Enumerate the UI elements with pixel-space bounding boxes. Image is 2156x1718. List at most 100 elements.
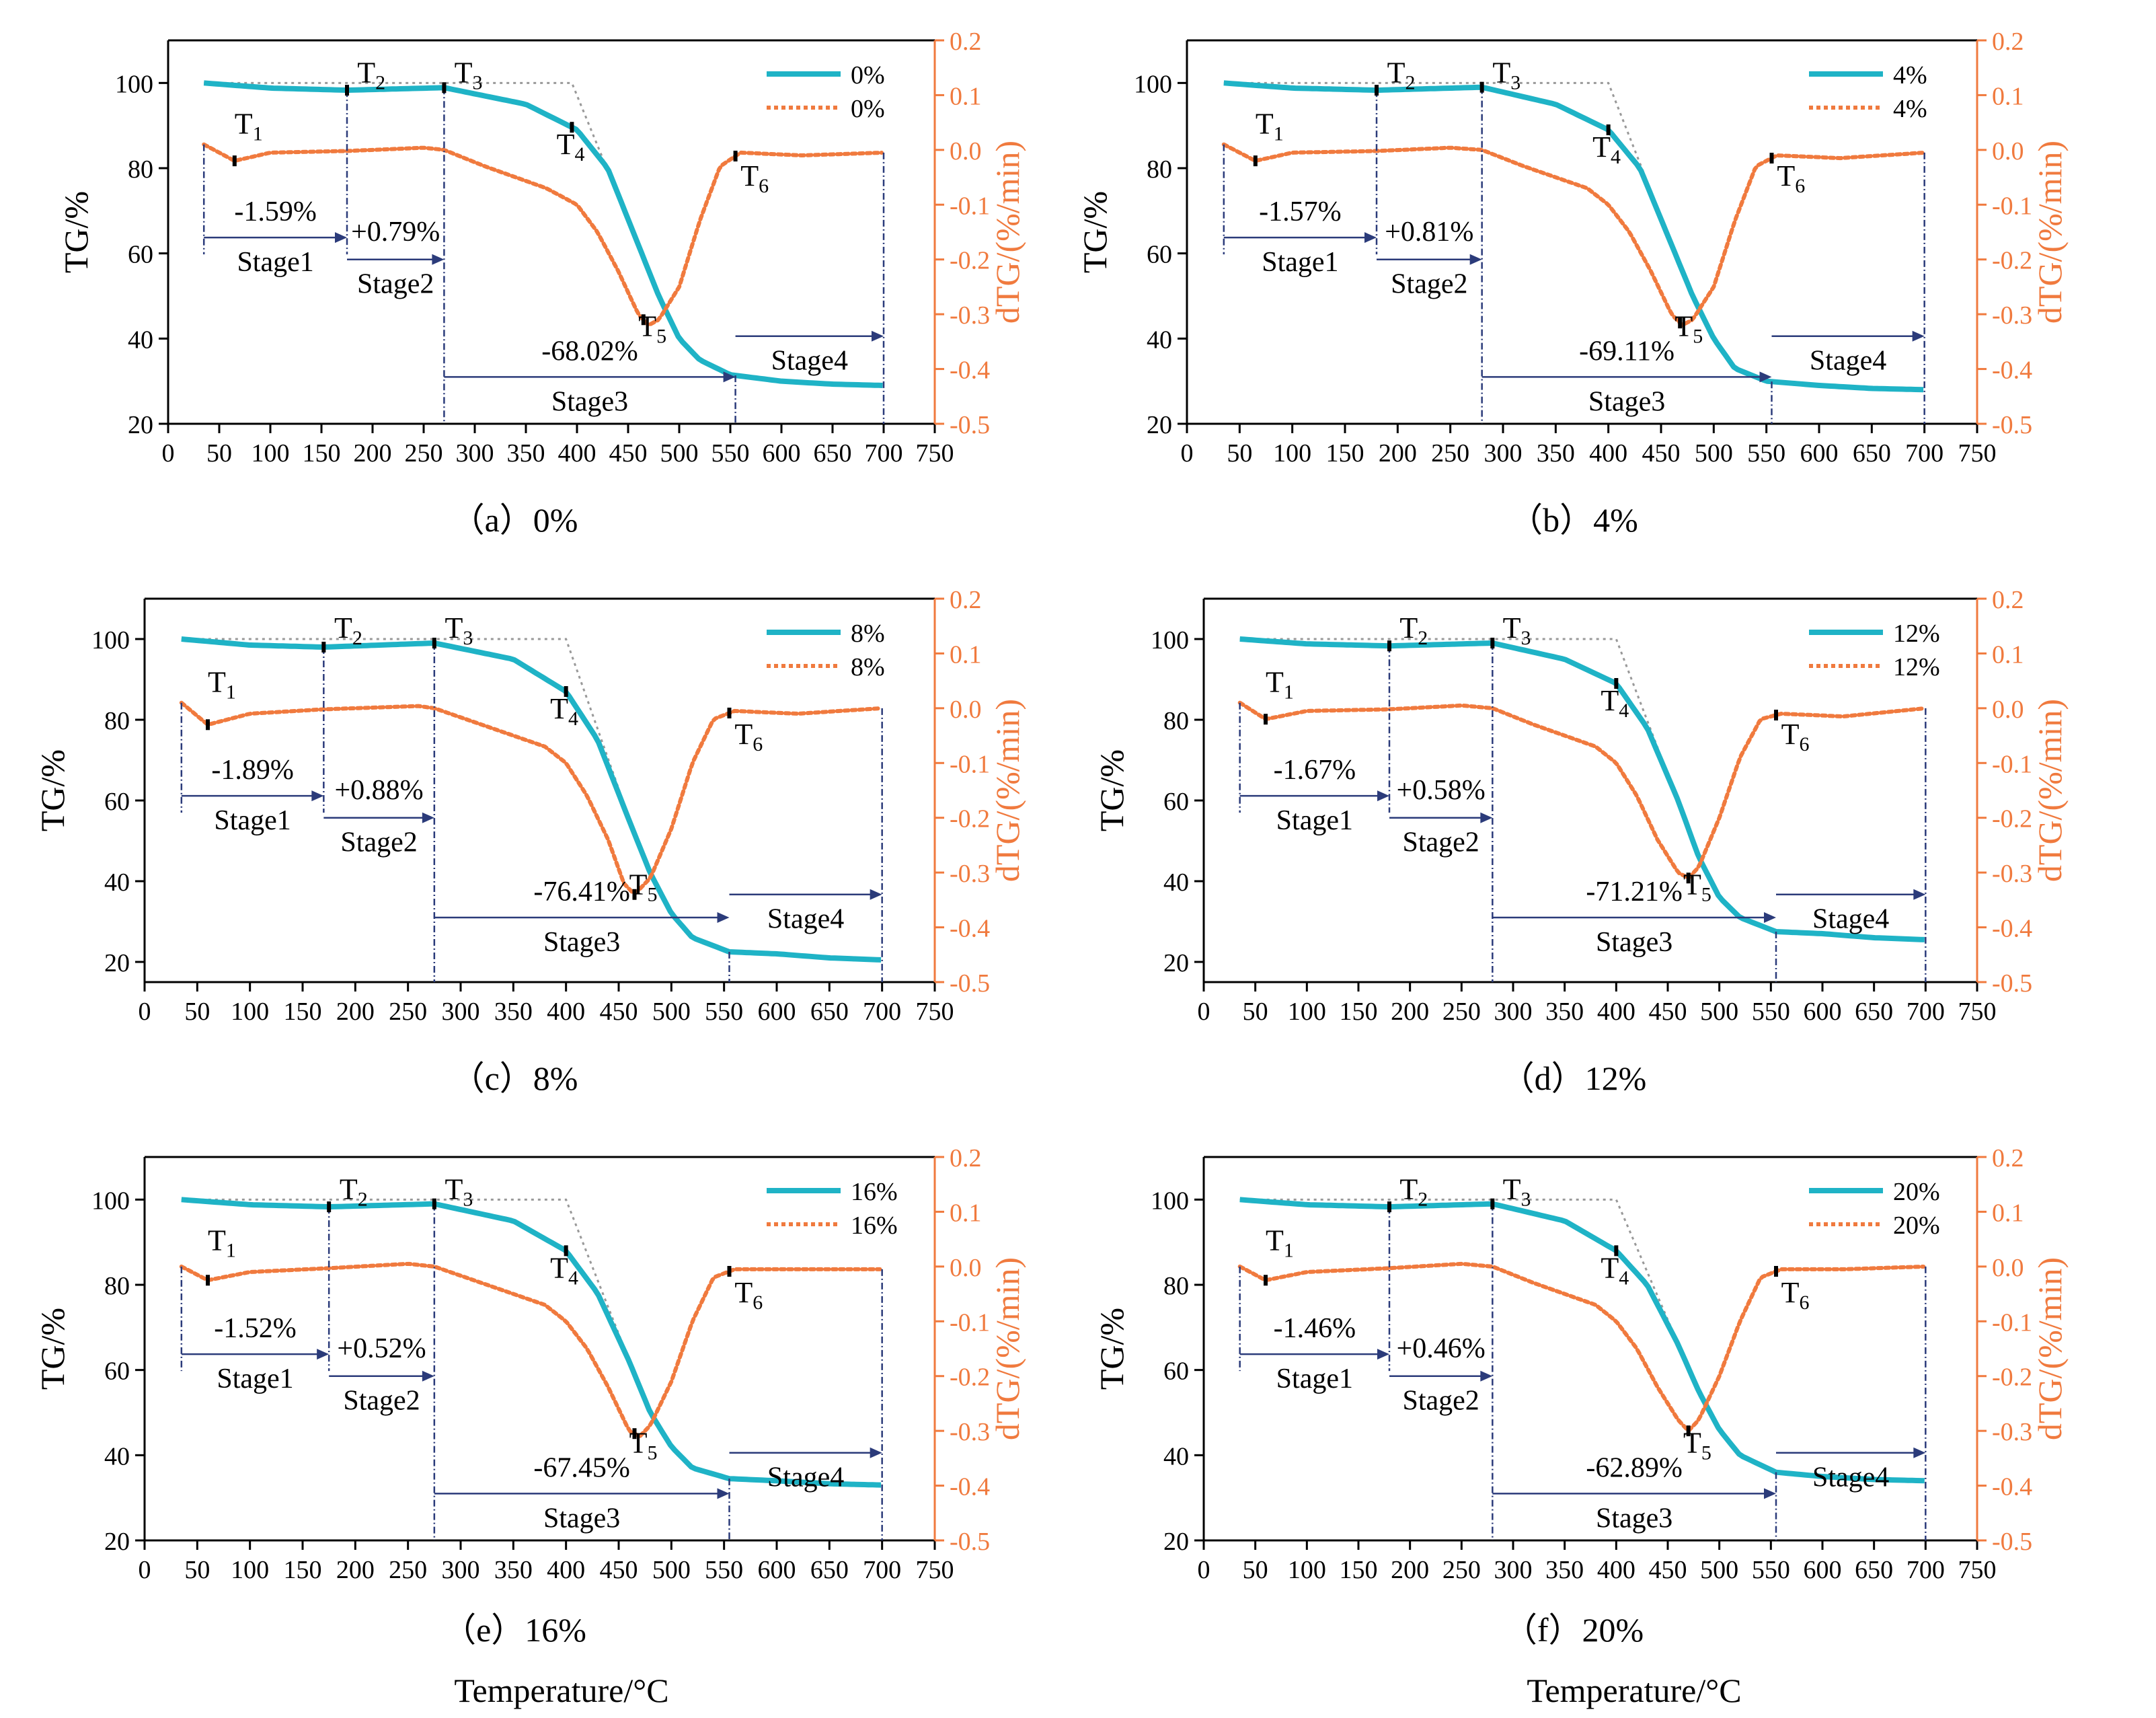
x-tick-label: 550 (1747, 439, 1785, 468)
y2-tick-label: 0.1 (1992, 1199, 2024, 1227)
marker-tick (1686, 872, 1691, 884)
y-tick-label: 40 (128, 326, 153, 354)
y-axis-label: TG/% (1093, 749, 1130, 831)
tg-series-line (1239, 636, 1925, 942)
y2-tick-label: -0.1 (1992, 1308, 2032, 1337)
y-tick-label: 20 (104, 1528, 130, 1556)
panel-e: 0 50 100 150 200 250 300 350 400 450 500 550 600 650 7… (34, 1144, 1026, 1649)
marker-label-t4: T4 (550, 692, 578, 730)
x-tick-label: 150 (284, 998, 322, 1026)
marker-label-t2: T2 (340, 1172, 368, 1210)
y2-axis-label: dTG/(%/min) (989, 141, 1026, 324)
marker-label-t4: T4 (550, 1251, 578, 1289)
marker-label-t5: T5 (638, 310, 666, 348)
tg-series-line (1239, 1197, 1925, 1484)
panel-a: 0 50 100 150 200 250 300 350 400 450 500 550 600 650 7… (57, 28, 1026, 539)
panel-caption: （c）8% (451, 1059, 578, 1097)
marker-tick (432, 1198, 436, 1209)
y-tick-label: 60 (1163, 788, 1189, 816)
stage2-value: +0.58% (1397, 775, 1486, 806)
x-tick-label: 150 (1340, 998, 1378, 1026)
y-axis-label: TG/% (34, 749, 71, 831)
stage2-value: +0.81% (1385, 217, 1473, 248)
stage4-arrow-head (870, 1447, 882, 1458)
stage3-arrow-head (1764, 912, 1776, 923)
marker-label-t6: T6 (734, 1276, 763, 1314)
marker-tick (1614, 1245, 1619, 1257)
marker-label-t3: T3 (1503, 611, 1531, 649)
y2-tick-label: -0.3 (950, 860, 990, 888)
marker-label-t5: T5 (629, 868, 658, 906)
x-tick-label: 100 (1273, 439, 1311, 468)
stage3-label: Stage3 (1596, 1503, 1672, 1534)
dtg-series-line (1237, 1261, 1926, 1434)
x-tick-label: 0 (162, 439, 175, 468)
x-tick-label: 650 (810, 1556, 849, 1584)
x-tick-label: 150 (1326, 439, 1364, 468)
stage3-value: -76.41% (533, 876, 629, 907)
y2-tick-label: 0.2 (1992, 1144, 2024, 1172)
x-tick-label: 550 (1752, 1556, 1790, 1584)
x-tick-label: 0 (1198, 1556, 1210, 1584)
marker-tick (345, 85, 349, 96)
y2-tick-label: -0.1 (950, 192, 990, 220)
x-tick-label: 500 (1695, 439, 1733, 468)
stage1-arrow-head (1377, 1349, 1389, 1360)
x-tick-label: 500 (660, 439, 699, 468)
x-tick-label: 400 (547, 1556, 585, 1584)
x-tick-label: 450 (600, 1556, 638, 1584)
marker-label-t2: T2 (1387, 56, 1416, 94)
marker-tick (232, 155, 237, 167)
x-tick-label: 650 (1855, 1556, 1893, 1584)
y2-axis-label: dTG/(%/min) (2031, 141, 2069, 324)
stage3-value: -69.11% (1579, 336, 1674, 367)
marker-label-t2: T2 (1399, 611, 1428, 649)
stage1-value: -1.67% (1274, 755, 1356, 786)
legend-tg-label: 0% (851, 61, 885, 89)
x-tick-label: 500 (1700, 998, 1738, 1026)
x-tick-label: 350 (507, 439, 545, 468)
stage3-value: -67.45% (533, 1452, 629, 1483)
x-tick-label: 400 (1589, 439, 1627, 468)
y2-tick-label: -0.1 (1992, 192, 2032, 220)
y-tick-label: 20 (1147, 411, 1172, 439)
panel-caption: （f）20% (1504, 1611, 1644, 1649)
marker-tick (1264, 1275, 1268, 1286)
stage3-value: -62.89% (1586, 1452, 1682, 1483)
x-tick-label: 200 (336, 1556, 375, 1584)
y-tick-label: 100 (115, 70, 153, 98)
marker-label-t6: T6 (1781, 718, 1810, 755)
tg-series-line (181, 636, 882, 963)
x-tick-label: 200 (1379, 439, 1417, 468)
marker-tick (1774, 710, 1778, 721)
y2-tick-label: 0.2 (950, 1144, 982, 1172)
x-tick-label: 450 (1649, 998, 1687, 1026)
x-tick-label: 200 (1391, 1556, 1429, 1584)
y-tick-label: 80 (1163, 707, 1189, 735)
y2-tick-label: 0.1 (1992, 640, 2024, 669)
y2-tick-label: -0.3 (950, 1418, 990, 1446)
stage1-label: Stage1 (1262, 247, 1338, 278)
marker-tick (1264, 714, 1268, 725)
y2-tick-label: -0.5 (1992, 969, 2032, 998)
stage4-arrow-head (1913, 1447, 1926, 1458)
stage2-arrow-head (1480, 812, 1493, 823)
y-tick-label: 40 (104, 1442, 130, 1470)
marker-tick (727, 1265, 732, 1277)
marker-tick (733, 151, 738, 162)
x-tick-label: 600 (1804, 1556, 1842, 1584)
marker-label-t4: T4 (1592, 130, 1621, 168)
stage1-value: -1.46% (1274, 1313, 1356, 1344)
marker-tick (1606, 124, 1611, 135)
marker-tick (1490, 1198, 1495, 1209)
stage1-value: -1.57% (1259, 196, 1341, 227)
marker-label-t6: T6 (1781, 1276, 1810, 1314)
x-tick-label: 0 (139, 1556, 151, 1584)
marker-tick (327, 1201, 332, 1213)
marker-tick (1614, 678, 1619, 689)
y-tick-label: 60 (1163, 1357, 1189, 1386)
dtg-series-line (1237, 700, 1926, 881)
x-tick-label: 50 (1243, 998, 1268, 1026)
legend-tg-label: 20% (1893, 1178, 1940, 1206)
legend-dtg-label: 4% (1893, 95, 1927, 123)
